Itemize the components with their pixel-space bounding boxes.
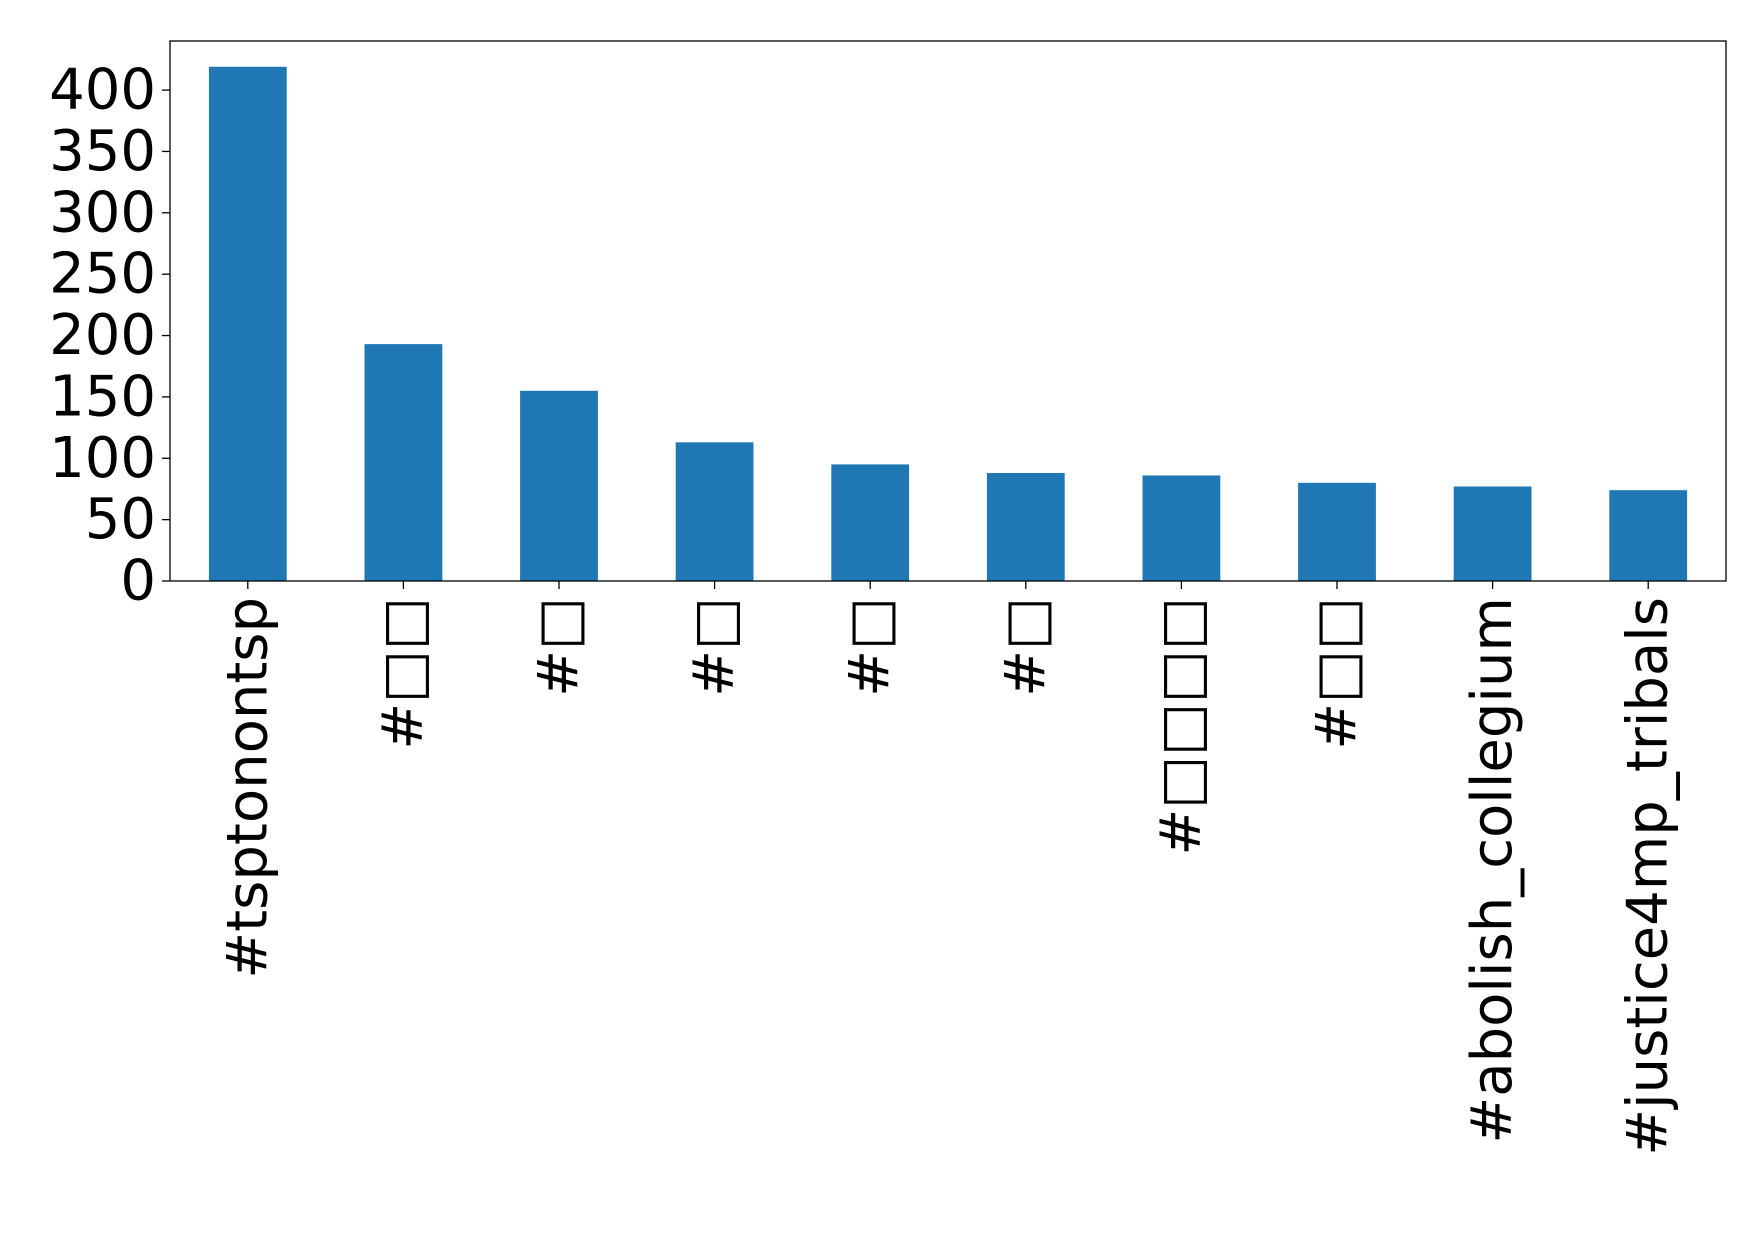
y-tick-label: 250	[49, 242, 156, 307]
x-tick-label: #□□	[1305, 597, 1370, 750]
y-tick-label: 150	[49, 364, 156, 429]
x-tick-label: #□□	[371, 597, 436, 750]
x-tick-label: #tsptonontsp	[215, 597, 280, 979]
bar	[986, 473, 1065, 581]
bar	[831, 464, 910, 581]
y-tick-label: 400	[49, 58, 156, 123]
bar	[1453, 486, 1532, 581]
bar	[208, 66, 287, 582]
y-tick-label: 50	[85, 487, 156, 552]
bar	[1609, 490, 1688, 581]
y-tick-label: 300	[49, 180, 156, 245]
bars-group	[208, 66, 1688, 582]
x-tick-label: #□	[993, 597, 1058, 697]
y-tick-label: 100	[49, 426, 156, 491]
y-tick-label: 350	[49, 119, 156, 184]
x-tick-label: #□	[682, 597, 747, 697]
x-tick-label: #□□□□	[1149, 597, 1214, 856]
x-axis: #tsptonontsp #□□ #□ #□ #□ #□ #□□□□ #□□ #abolish_…	[215, 581, 1681, 1156]
bar	[675, 442, 754, 581]
bar	[1142, 475, 1221, 581]
x-tick-label: #□	[527, 597, 592, 697]
x-tick-label: #abolish_collegium	[1460, 597, 1525, 1144]
bar	[520, 390, 598, 581]
x-tick-label: #□	[838, 597, 903, 697]
y-tick-label: 0	[120, 549, 156, 614]
y-tick-label: 200	[49, 303, 156, 368]
x-tick-label: #justice4mp_tribals	[1616, 597, 1681, 1156]
bar	[1298, 482, 1376, 581]
plot-frame	[169, 40, 1727, 582]
bar	[364, 344, 443, 581]
